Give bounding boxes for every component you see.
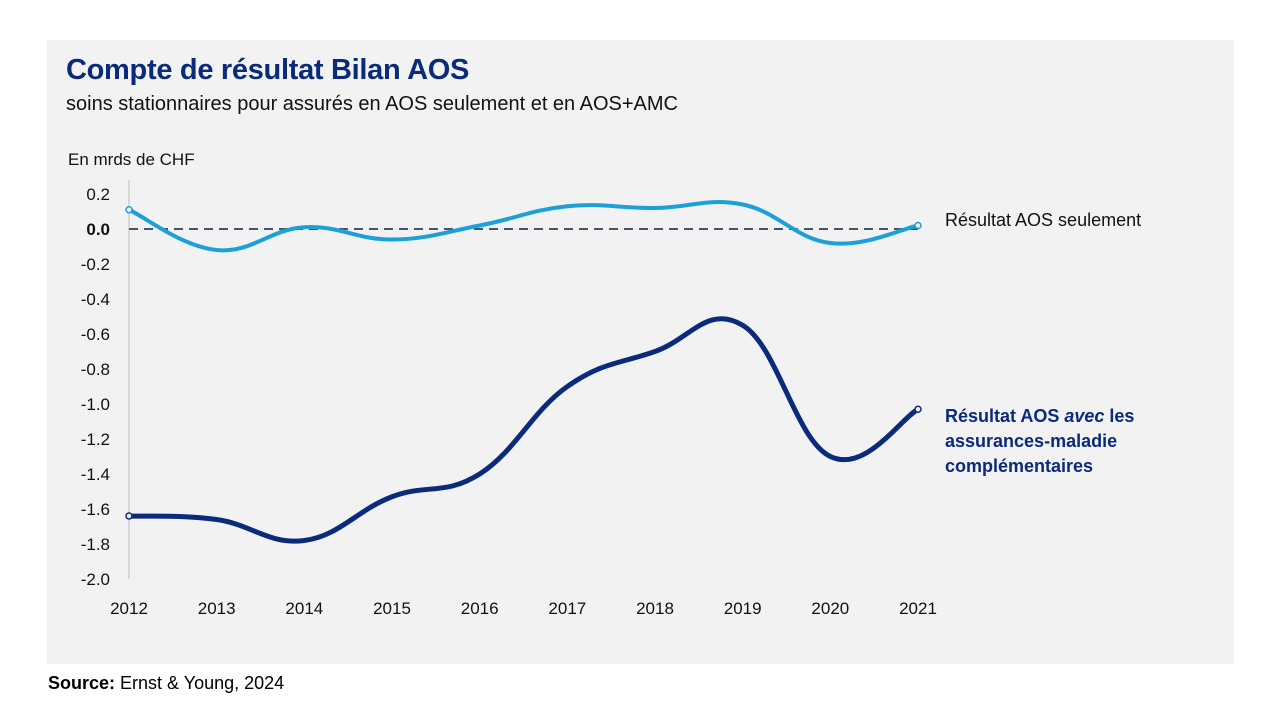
y-tick-label: -1.0 <box>81 395 110 414</box>
series-label-aos-with-amc: Résultat AOS avec les assurances-maladie… <box>945 404 1134 479</box>
chart-panel <box>47 40 1234 664</box>
y-tick-label: -0.4 <box>81 290 110 309</box>
series-point-aos-with-amc <box>125 512 133 520</box>
y-tick-label: 0.0 <box>86 220 110 239</box>
y-tick-label: -1.8 <box>81 535 110 554</box>
x-tick-label: 2012 <box>110 599 148 618</box>
series-label-aos-with-amc-line3: complémentaires <box>945 456 1094 476</box>
x-tick-label: 2020 <box>811 599 849 618</box>
source-note: Source: Ernst & Young, 2024 <box>48 673 285 693</box>
series-point-aos-only <box>125 206 133 214</box>
series-point-aos-only <box>914 221 922 230</box>
y-tick-label: -1.6 <box>81 500 110 519</box>
x-tick-label: 2017 <box>548 599 586 618</box>
x-tick-label: 2015 <box>373 599 411 618</box>
y-tick-label: -1.2 <box>81 430 110 449</box>
x-tick-label: 2021 <box>899 599 937 618</box>
y-axis-unit-label: En mrds de CHF <box>68 150 195 169</box>
series-label-aos-with-amc-line2: assurances-maladie <box>945 431 1118 451</box>
y-tick-label: -1.4 <box>81 465 110 484</box>
x-tick-label: 2013 <box>198 599 236 618</box>
x-axis-ticks: 2012 2013 2014 2015 2016 2017 2018 2019 2020 2021 <box>110 599 937 618</box>
series-layer <box>125 200 922 544</box>
x-tick-label: 2016 <box>461 599 499 618</box>
y-tick-label: 0.2 <box>86 185 110 204</box>
x-tick-label: 2019 <box>724 599 762 618</box>
series-point-aos-with-amc <box>914 405 922 413</box>
y-tick-label: -0.2 <box>81 255 110 274</box>
series-line-aos-only <box>127 200 920 253</box>
series-label-aos-with-amc-line1: Résultat AOS avec les <box>945 406 1135 426</box>
x-tick-label: 2014 <box>285 599 323 618</box>
series-line-aos-with-amc <box>126 316 921 544</box>
y-tick-label: -0.6 <box>81 325 110 344</box>
x-tick-label: 2018 <box>636 599 674 618</box>
series-label-aos-only: Résultat AOS seulement <box>945 210 1142 230</box>
y-tick-label: -2.0 <box>81 570 110 589</box>
chart-subtitle: soins stationnaires pour assurés en AOS … <box>66 93 678 115</box>
y-tick-label: -0.8 <box>81 360 110 379</box>
y-axis-ticks: 0.2 0.0 -0.2 -0.4 -0.6 -0.8 -1.0 -1.2 -1.4 -1.6 -1… <box>81 185 110 589</box>
chart-title: Compte de résultat Bilan AOS <box>66 54 470 86</box>
